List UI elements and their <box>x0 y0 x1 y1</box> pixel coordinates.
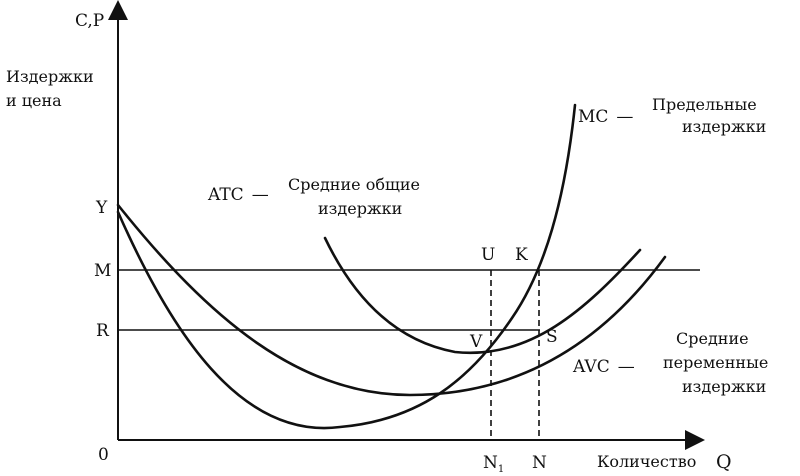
y-level-M: M <box>94 261 111 281</box>
curve-avc <box>116 203 667 397</box>
atc-desc-line1: Средние общие <box>288 175 420 194</box>
point-V: V <box>469 332 483 352</box>
y-axis-desc-line1: Издержки <box>6 67 94 86</box>
atc-label: ATC — <box>207 185 269 205</box>
y-level-R: R <box>96 321 110 341</box>
point-S: S <box>546 327 558 347</box>
x-point-N1: N1 <box>483 453 504 475</box>
y-axis-label: C,P <box>75 11 104 31</box>
curve-atc <box>323 236 642 355</box>
atc-desc-line2: издержки <box>318 199 402 218</box>
x-axis-letter: Q <box>716 451 732 473</box>
x-axis-label: Количество <box>597 452 696 471</box>
mc-desc-line2: издержки <box>682 117 766 136</box>
avc-label: AVC — <box>572 357 635 377</box>
curve-mc <box>116 103 577 430</box>
avc-desc-line3: издержки <box>682 377 766 396</box>
point-K: K <box>515 245 528 265</box>
y-axis-desc-line2: и цена <box>6 91 62 110</box>
x-point-N: N <box>532 453 547 473</box>
origin-label: 0 <box>98 445 109 465</box>
y-level-Y: Y <box>95 198 108 218</box>
mc-desc-line1: Предельные <box>652 95 757 114</box>
avc-desc-line1: Средние <box>676 329 749 348</box>
point-U: U <box>481 245 495 265</box>
mc-label: MC — <box>578 107 633 127</box>
avc-desc-line2: переменные <box>663 353 768 372</box>
